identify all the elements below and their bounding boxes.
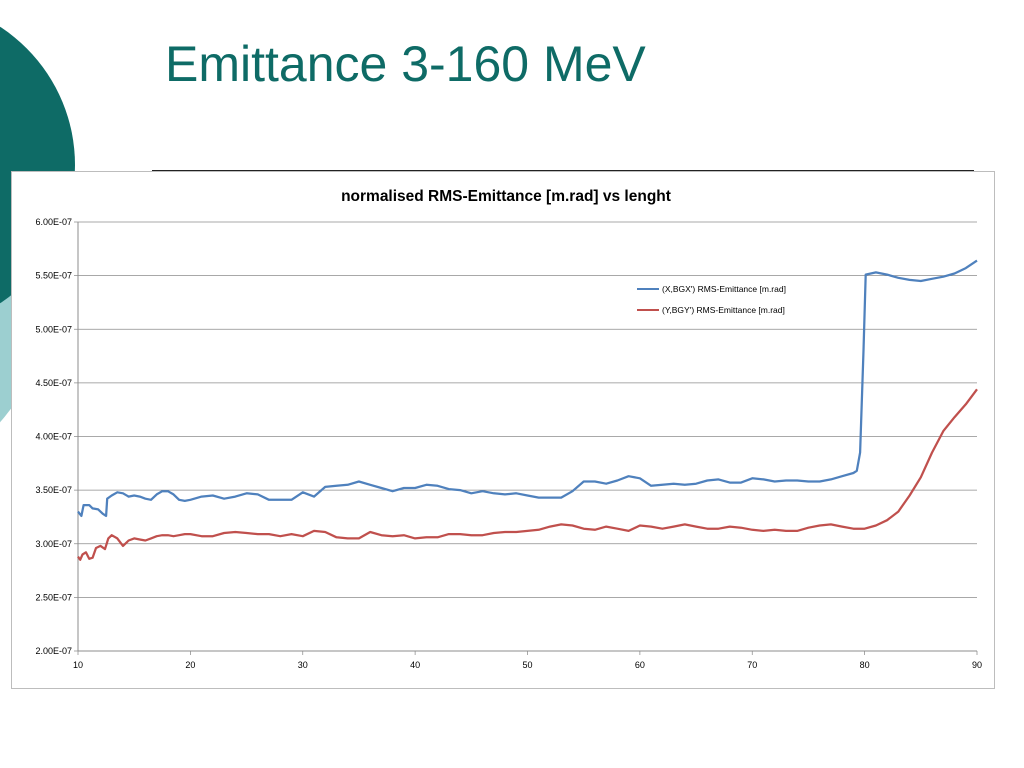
x-tick-label: 70	[747, 660, 757, 670]
y-tick-label: 4.50E-07	[35, 378, 72, 388]
x-tick-label: 10	[73, 660, 83, 670]
grid-lines	[78, 221, 977, 652]
title-divider	[152, 170, 974, 171]
legend: (X,BGX') RMS-Emittance [m.rad] (Y,BGY') R…	[637, 284, 786, 315]
chart-title: normalised RMS-Emittance [m.rad] vs leng…	[341, 188, 671, 205]
y-tick-label: 3.00E-07	[35, 539, 72, 549]
y-tick-label: 4.00E-07	[35, 432, 72, 442]
emittance-chart: normalised RMS-Emittance [m.rad] vs leng…	[35, 188, 982, 670]
legend-label-1: (X,BGX') RMS-Emittance [m.rad]	[662, 284, 786, 294]
chart-frame: normalised RMS-Emittance [m.rad] vs leng…	[11, 171, 995, 689]
axes: 2.00E-07 2.50E-07 3.00E-07 3.50E-07 4.00E-07…	[35, 217, 982, 670]
y-tick-label: 5.50E-07	[35, 271, 72, 281]
series-lines	[77, 259, 978, 561]
x-tick-label: 60	[635, 660, 645, 670]
y-tick-label: 3.50E-07	[35, 485, 72, 495]
slide-title: Emittance 3-160 MeV	[165, 36, 646, 92]
x-tick-label: 30	[298, 660, 308, 670]
legend-label-2: (Y,BGY') RMS-Emittance [m.rad]	[662, 305, 785, 315]
x-tick-label: 20	[185, 660, 195, 670]
series-line-2	[77, 388, 978, 561]
y-tick-label: 5.00E-07	[35, 324, 72, 334]
y-tick-label: 2.50E-07	[35, 592, 72, 602]
y-tick-label: 6.00E-07	[35, 217, 72, 227]
x-tick-label: 90	[972, 660, 982, 670]
x-tick-label: 40	[410, 660, 420, 670]
y-tick-label: 2.00E-07	[35, 646, 72, 656]
series-line-1	[77, 259, 978, 518]
x-tick-label: 50	[522, 660, 532, 670]
x-tick-label: 80	[860, 660, 870, 670]
